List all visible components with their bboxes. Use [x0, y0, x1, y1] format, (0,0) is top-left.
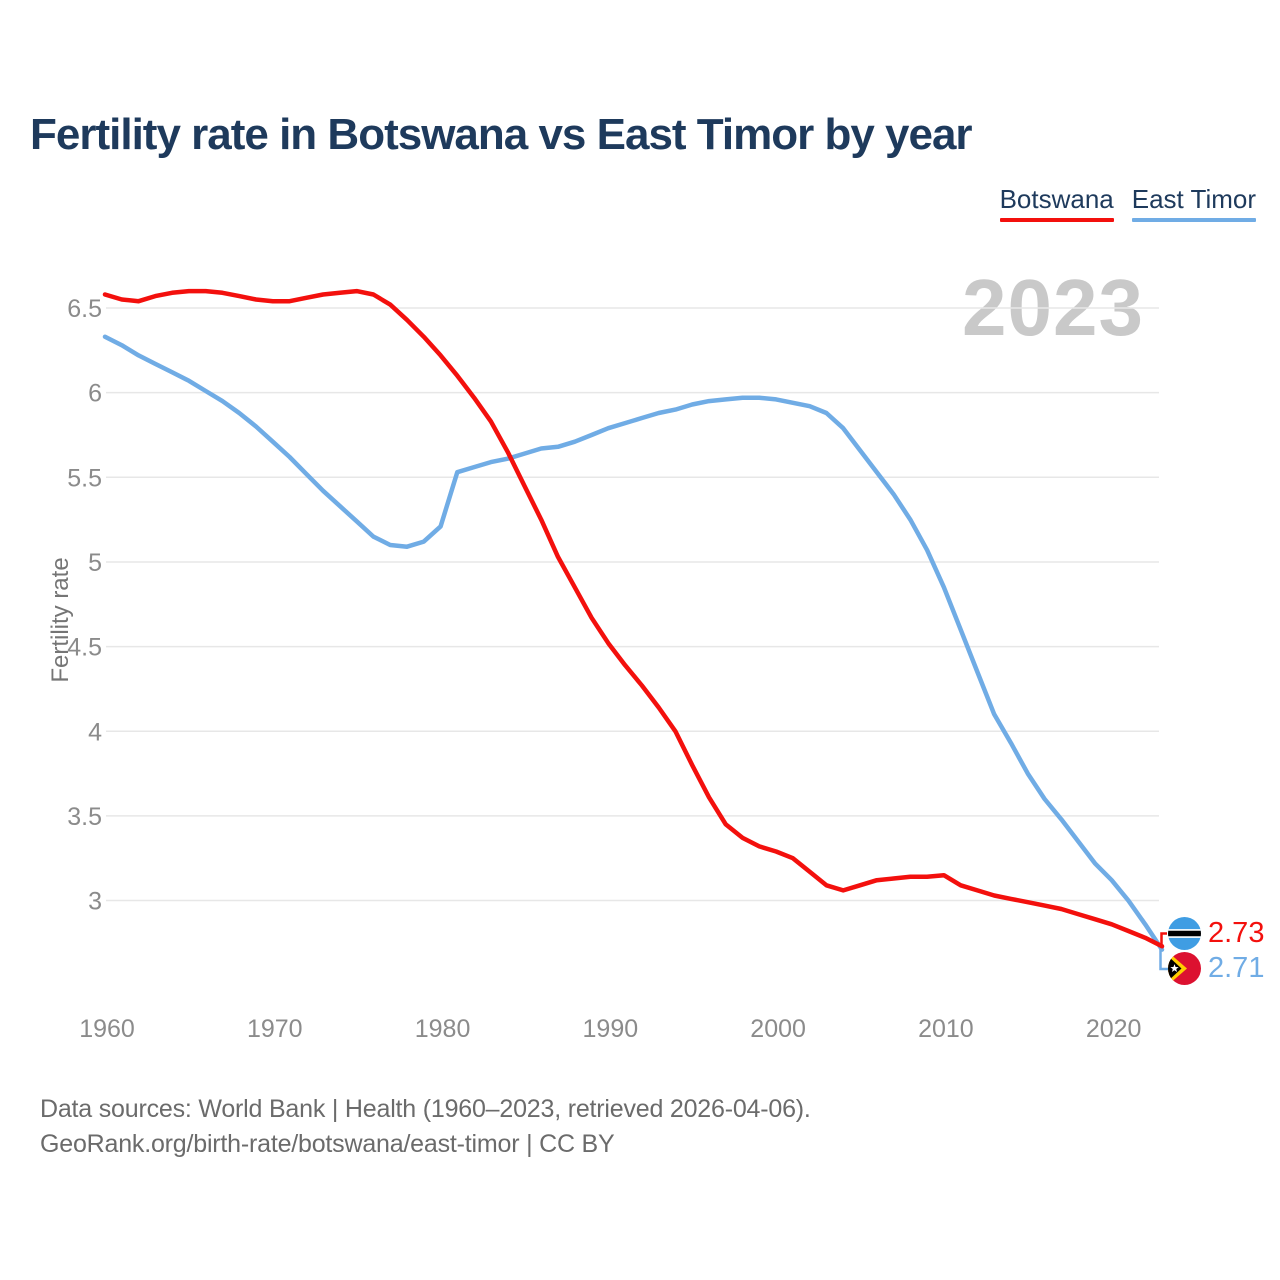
y-tick-label: 4.5: [67, 634, 102, 662]
x-tick-label: 1970: [247, 1015, 303, 1043]
gridlines: [106, 307, 1159, 902]
legend-label-botswana: Botswana: [999, 184, 1114, 214]
y-axis-title: Fertility rate: [47, 557, 74, 683]
east-timor-connector: [1159, 948, 1169, 971]
y-tick-label: 6.5: [67, 295, 102, 323]
y-tick-label: 4: [88, 718, 102, 746]
series-line-botswana[interactable]: [102, 288, 1165, 949]
x-tick-label: 2000: [750, 1015, 806, 1043]
legend-label-east-timor: East Timor: [1131, 184, 1256, 214]
legend-item-botswana[interactable]: Botswana: [999, 184, 1114, 222]
end-label-botswana: 2.73: [1168, 916, 1264, 950]
legend-item-east-timor[interactable]: East Timor: [1131, 184, 1256, 222]
chart-title: Fertility rate in Botswana vs East Timor…: [30, 110, 973, 159]
attribution-line: GeoRank.org/birth-rate/botswana/east-tim…: [40, 1130, 615, 1158]
botswana-flag-icon: [1168, 916, 1201, 950]
y-tick-label: 3.5: [67, 803, 102, 831]
data-sources-line: Data sources: World Bank | Health (1960–…: [40, 1095, 811, 1123]
y-tick-label: 3: [88, 888, 102, 916]
x-tick-label: 2010: [918, 1015, 974, 1043]
series-lines: [102, 288, 1165, 952]
east-timor-flag-icon: [1168, 951, 1201, 985]
y-tick-label: 6: [88, 380, 102, 408]
legend-underline-east-timor: [1131, 218, 1256, 222]
x-tick-label: 1990: [583, 1015, 639, 1043]
series-line-east-timor[interactable]: [102, 334, 1165, 952]
x-tick-label: 2020: [1086, 1015, 1142, 1043]
botswana-connector: [1160, 932, 1167, 945]
x-tick-label: 1980: [415, 1015, 471, 1043]
botswana-end-value: 2.73: [1208, 916, 1265, 949]
end-label-east-timor: 2.71: [1168, 951, 1264, 985]
legend-underline-botswana: [999, 218, 1114, 222]
east-timor-end-value: 2.71: [1208, 951, 1265, 984]
end-label-connectors: [1159, 932, 1169, 971]
y-tick-label: 5: [88, 549, 102, 577]
y-tick-label: 5.5: [67, 464, 102, 492]
legend: Botswana East Timor: [999, 184, 1256, 222]
x-tick-labels: 1960 1970 1980 1990 2000 2010 2020: [79, 1015, 1141, 1043]
x-tick-label: 1960: [79, 1015, 135, 1043]
y-tick-labels: 6.5 6 5.5 5 4.5 4 3.5 3: [67, 295, 102, 916]
footer: Data sources: World Bank | Health (1960–…: [40, 1092, 811, 1162]
